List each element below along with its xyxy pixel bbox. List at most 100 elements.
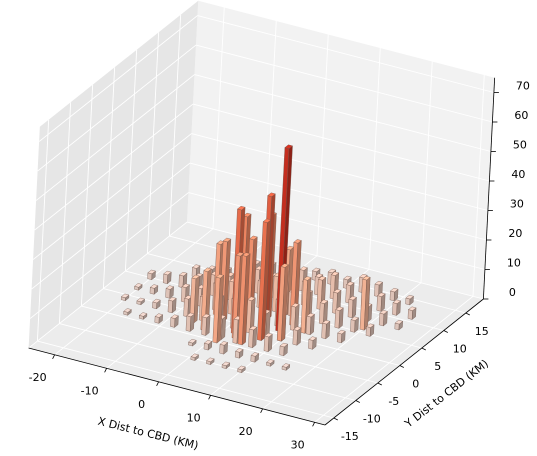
bar-top — [149, 284, 159, 289]
tick-mark — [399, 365, 404, 368]
bar-top — [235, 252, 245, 257]
bar — [123, 308, 132, 316]
bar — [165, 285, 175, 299]
y-tick-label: 5 — [434, 360, 441, 373]
bar-front — [392, 302, 398, 316]
bar-top — [405, 294, 414, 300]
bar-top — [343, 275, 352, 281]
bar-top — [235, 348, 244, 353]
grid-line — [36, 119, 50, 342]
bar — [405, 294, 414, 306]
bar — [308, 336, 317, 350]
bar — [188, 339, 197, 347]
bar — [167, 297, 177, 314]
bar-top — [222, 237, 232, 243]
bar — [394, 320, 404, 331]
bar-top — [191, 274, 200, 280]
bar — [138, 312, 148, 320]
bar-top — [390, 287, 399, 293]
grid-line — [37, 340, 334, 419]
tick-mark — [465, 312, 470, 316]
bar-top — [308, 336, 317, 341]
z-tick-label: 40 — [511, 168, 525, 181]
bar — [378, 310, 388, 327]
grid-line — [58, 102, 72, 324]
floor-pane — [28, 222, 484, 425]
bar-front — [167, 299, 173, 314]
z-tick-label: 20 — [508, 227, 522, 240]
bar — [162, 270, 172, 285]
grid-line — [420, 61, 433, 283]
bar-top — [379, 310, 388, 315]
bar-top — [392, 299, 402, 304]
bar-top — [350, 316, 360, 321]
bar-top — [154, 313, 164, 318]
bar — [389, 287, 399, 302]
bar-top — [249, 235, 258, 240]
bar-top — [248, 325, 258, 331]
bar — [266, 359, 275, 367]
bar-top — [181, 283, 190, 288]
bar-top — [299, 266, 308, 271]
bar-top — [319, 299, 329, 304]
tick-mark — [443, 330, 448, 333]
grid-line — [38, 15, 198, 142]
bar-front — [165, 288, 171, 299]
z-tick-label: 70 — [516, 80, 530, 93]
y-tick-label: -15 — [341, 430, 359, 443]
bar-top — [279, 342, 289, 348]
grid-line — [189, 162, 487, 241]
bar-top — [306, 313, 315, 318]
y-tick-label: -10 — [363, 413, 381, 426]
bar-top — [264, 332, 273, 338]
bar-top — [293, 326, 302, 331]
bar-top — [247, 296, 256, 301]
bar — [350, 316, 360, 333]
bar-top — [262, 218, 272, 223]
bar-top — [190, 353, 199, 358]
grid-line — [472, 75, 485, 297]
grid-line — [124, 49, 138, 272]
y-tick-label: 15 — [475, 325, 489, 338]
bar-top — [147, 269, 156, 275]
grid-line — [28, 221, 188, 349]
bar-top — [206, 357, 215, 362]
z-tick-label: 50 — [513, 139, 527, 152]
bar — [234, 348, 244, 359]
bar — [212, 274, 225, 344]
bar-top — [335, 306, 344, 311]
bar-top — [377, 292, 386, 297]
bar — [407, 306, 417, 320]
bar-top — [186, 312, 195, 317]
grid-line — [195, 44, 493, 123]
bar-top — [314, 273, 324, 278]
x-tick-label: 20 — [239, 425, 253, 438]
grid-line — [194, 74, 492, 152]
bar-top — [330, 271, 340, 276]
bar-top — [243, 212, 252, 218]
bar-front — [219, 343, 225, 355]
bar-front — [308, 339, 314, 350]
grid-line — [37, 44, 197, 172]
bar-top — [312, 267, 321, 272]
bar — [336, 329, 346, 344]
bar — [245, 296, 256, 334]
bar-top — [327, 268, 337, 274]
bar-top — [242, 252, 251, 257]
x-tick-label: 0 — [138, 398, 145, 411]
y-tick-label: 10 — [453, 343, 467, 356]
bar-top — [303, 276, 312, 281]
grid-line — [192, 103, 490, 182]
bar-top — [408, 306, 417, 311]
axes: -20 -10 0 10 20 30 -15 -10 -5 0 5 10 15 0 10 20 30 40 50 60… — [28, 77, 530, 451]
grid-line — [264, 21, 277, 243]
bar-front — [350, 319, 356, 333]
bar-top — [348, 296, 357, 301]
bar — [120, 293, 130, 302]
bar-top — [237, 365, 246, 370]
bar-front — [336, 332, 342, 344]
bar-top — [202, 313, 211, 319]
bar-top — [374, 280, 384, 286]
bar-top — [221, 361, 231, 366]
bar — [219, 341, 229, 355]
